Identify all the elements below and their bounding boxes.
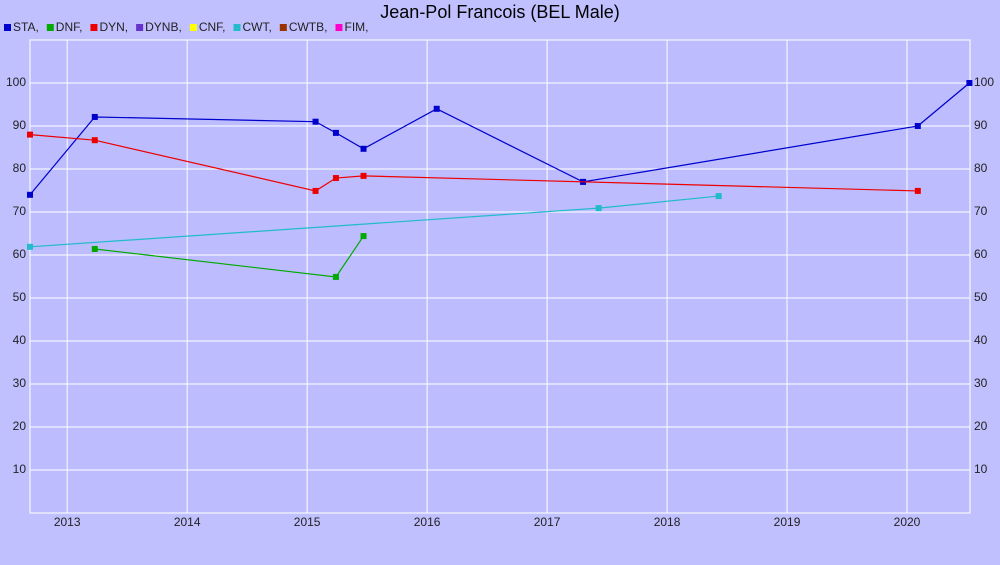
- y-tick-label: 10: [13, 462, 27, 476]
- x-tick-label: 2013: [54, 515, 81, 529]
- legend-label: FIM,: [344, 20, 368, 34]
- legend-swatch: [279, 24, 287, 31]
- data-point: [914, 187, 921, 194]
- series-line: [29, 134, 918, 192]
- y-tick-label: 20: [13, 419, 27, 433]
- x-tick-label: 2014: [174, 515, 201, 529]
- legend-label: DYNB,: [145, 20, 182, 34]
- legend-swatch: [335, 24, 343, 31]
- legend-swatch: [189, 24, 197, 31]
- data-point: [27, 131, 33, 138]
- y2-tick-label: 70: [974, 204, 988, 218]
- data-point: [27, 243, 33, 250]
- data-point: [312, 118, 319, 125]
- data-point: [715, 193, 722, 200]
- data-point: [312, 187, 319, 194]
- legend-swatch: [136, 24, 144, 31]
- y2-tick-label: 50: [974, 290, 988, 304]
- data-point: [332, 273, 339, 280]
- x-tick-label: 2015: [294, 515, 321, 529]
- data-point: [966, 80, 973, 86]
- data-point: [332, 129, 339, 136]
- y-tick-label: 30: [13, 376, 27, 390]
- legend-swatch: [4, 24, 11, 31]
- data-point: [360, 233, 367, 240]
- y2-tick-label: 60: [974, 247, 988, 261]
- y-tick-label: 80: [13, 161, 27, 175]
- y-tick-label: 70: [13, 204, 27, 218]
- x-tick-label: 2018: [654, 515, 681, 529]
- data-point: [332, 175, 339, 182]
- y-tick-label: 100: [6, 75, 26, 89]
- y2-tick-label: 100: [974, 75, 994, 89]
- y2-tick-label: 80: [974, 161, 988, 175]
- chart-title: Jean-Pol Francois (BEL Male): [380, 2, 619, 22]
- legend-swatch: [46, 24, 54, 31]
- y2-tick-label: 30: [974, 376, 988, 390]
- data-point: [433, 105, 440, 112]
- plot-area: [29, 39, 971, 514]
- data-point: [91, 245, 98, 252]
- y2-tick-label: 20: [974, 419, 988, 433]
- legend-label: CWTB,: [289, 20, 328, 34]
- legend-label: DYN,: [99, 20, 128, 34]
- y2-tick-label: 40: [974, 333, 988, 347]
- legend-label: STA,: [13, 20, 39, 34]
- legend-label: CNF,: [199, 20, 226, 34]
- data-point: [91, 113, 98, 120]
- x-tick-label: 2020: [894, 515, 921, 529]
- data-point: [27, 191, 33, 198]
- legend-swatch: [233, 24, 241, 31]
- data-point: [91, 137, 98, 144]
- y-tick-label: 90: [13, 118, 27, 132]
- legend-swatch: [90, 24, 98, 31]
- y2-tick-label: 10: [974, 462, 988, 476]
- y-tick-label: 60: [13, 247, 27, 261]
- x-tick-label: 2017: [534, 515, 561, 529]
- y-tick-label: 50: [13, 290, 27, 304]
- y2-tick-label: 90: [974, 118, 988, 132]
- data-point: [360, 172, 367, 179]
- data-point: [360, 145, 367, 152]
- x-tick-label: 2019: [774, 515, 801, 529]
- data-point: [914, 123, 921, 129]
- legend-label: CWT,: [242, 20, 271, 34]
- data-point: [595, 205, 602, 212]
- x-tick-label: 2016: [414, 515, 441, 529]
- y-tick-label: 40: [13, 333, 27, 347]
- legend-label: DNF,: [56, 20, 83, 34]
